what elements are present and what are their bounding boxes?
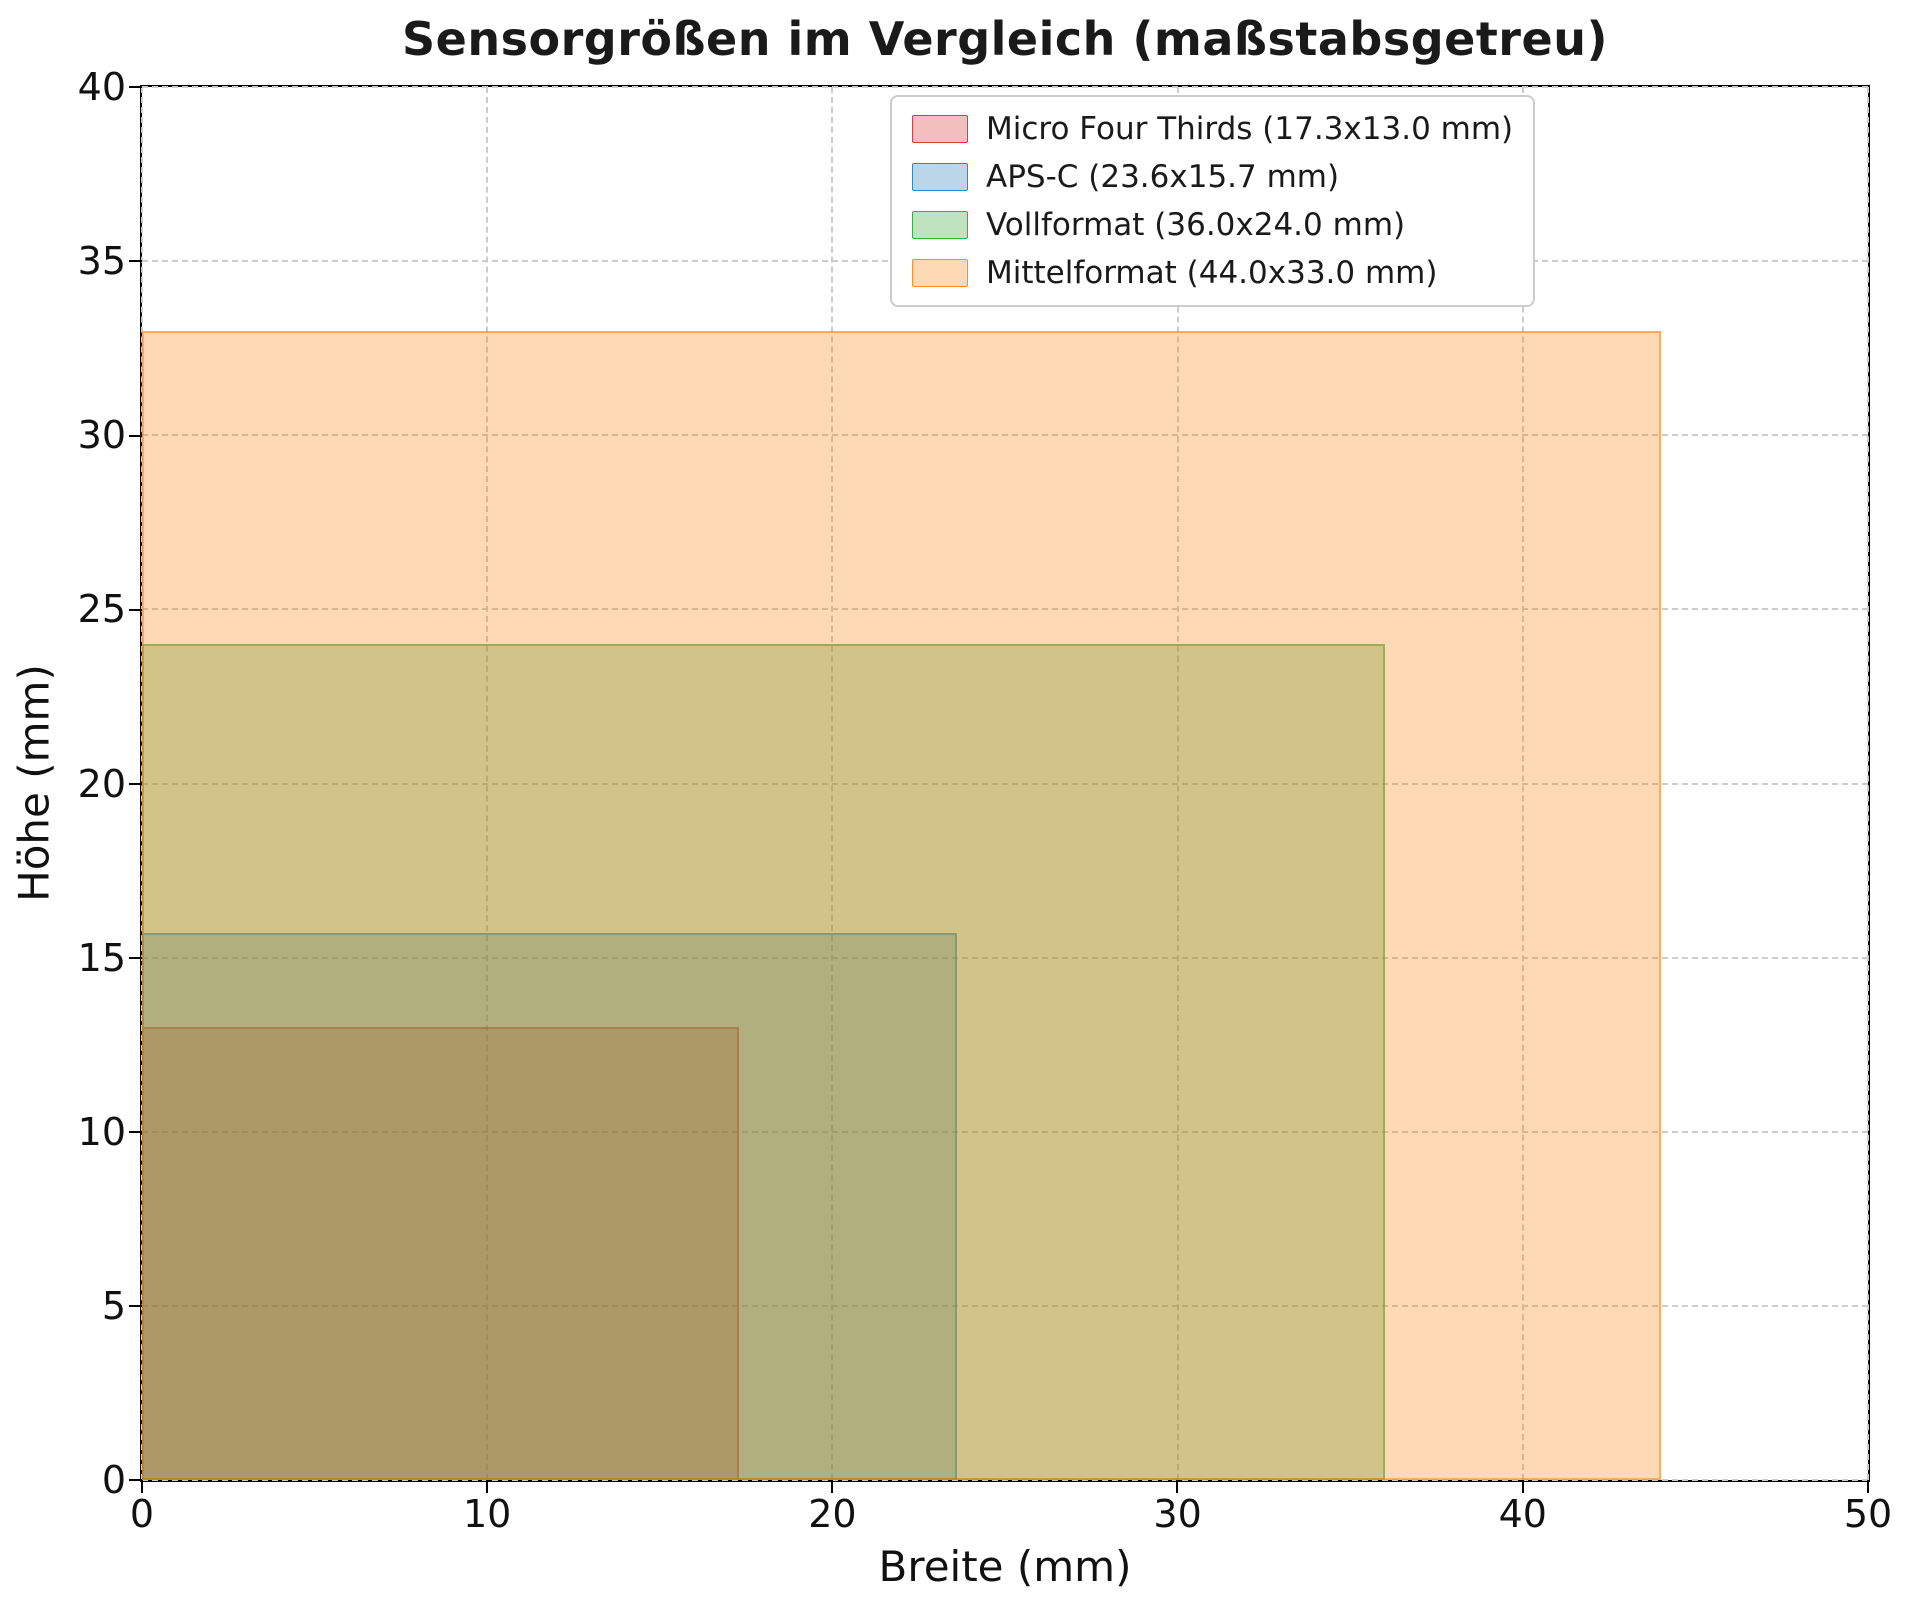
y-tick-label: 30 bbox=[77, 413, 126, 458]
y-tick-mark bbox=[129, 1479, 142, 1482]
y-tick-mark bbox=[129, 1305, 142, 1308]
y-tick-label: 25 bbox=[77, 587, 126, 632]
y-tick-label: 20 bbox=[77, 761, 126, 806]
sensor-rect-aps-c bbox=[142, 933, 957, 1480]
y-tick-mark bbox=[129, 1131, 142, 1133]
gridline-horizontal bbox=[142, 1304, 1868, 1307]
legend: Micro Four Thirds (17.3x13.0 mm) APS-C (… bbox=[890, 95, 1536, 307]
legend-row: APS-C (23.6x15.7 mm) bbox=[912, 159, 1513, 195]
y-tick-mark bbox=[129, 260, 142, 263]
x-tick-label: 10 bbox=[463, 1492, 512, 1536]
x-tick-label: 50 bbox=[1843, 1492, 1893, 1536]
gridline-horizontal bbox=[142, 1479, 1868, 1481]
plot-area: Micro Four Thirds (17.3x13.0 mm) APS-C (… bbox=[78, 65, 1893, 1536]
x-tick-label: 20 bbox=[808, 1492, 857, 1536]
sensor-rect-vollformat bbox=[142, 644, 1385, 1480]
y-tick-mark bbox=[129, 956, 142, 959]
y-tick-label: 35 bbox=[77, 239, 126, 284]
y-tick-label: 5 bbox=[101, 1283, 126, 1328]
legend-label: Micro Four Thirds (17.3x13.0 mm) bbox=[986, 111, 1514, 147]
x-tick-mark bbox=[485, 1480, 488, 1493]
gridline-horizontal bbox=[142, 782, 1868, 785]
legend-swatch bbox=[912, 115, 968, 143]
y-tick-label: 10 bbox=[77, 1109, 126, 1154]
x-tick-mark bbox=[1521, 1480, 1524, 1493]
legend-swatch bbox=[912, 259, 968, 287]
legend-swatch bbox=[912, 163, 968, 191]
x-tick-label: 30 bbox=[1153, 1492, 1202, 1536]
y-tick-label: 40 bbox=[77, 65, 126, 109]
legend-swatch bbox=[912, 211, 968, 239]
chart-title: Sensorgrößen im Vergleich (maßstabsgetre… bbox=[402, 12, 1608, 66]
y-tick-label: 15 bbox=[77, 935, 126, 980]
y-axis-label: Höhe (mm) bbox=[9, 664, 59, 902]
y-tick-label: 0 bbox=[101, 1458, 126, 1502]
sensor-rect-mittelformat bbox=[142, 330, 1661, 1480]
gridline-horizontal bbox=[142, 956, 1868, 959]
legend-row: Vollformat (36.0x24.0 mm) bbox=[912, 207, 1513, 243]
legend-label: Vollformat (36.0x24.0 mm) bbox=[986, 207, 1406, 243]
x-tick-label: 0 bbox=[129, 1492, 155, 1536]
x-tick-mark bbox=[1176, 1480, 1179, 1493]
legend-label: Mittelformat (44.0x33.0 mm) bbox=[986, 255, 1438, 291]
gridline-horizontal bbox=[142, 608, 1868, 611]
x-axis-label: Breite (mm) bbox=[878, 1542, 1132, 1591]
x-tick-mark bbox=[1866, 1480, 1869, 1493]
x-tick-mark bbox=[831, 1480, 834, 1493]
x-tick-mark bbox=[140, 1480, 143, 1493]
y-tick-mark bbox=[129, 86, 142, 89]
gridline-horizontal bbox=[142, 1130, 1868, 1133]
y-tick-mark bbox=[129, 608, 142, 611]
legend-row: Mittelformat (44.0x33.0 mm) bbox=[912, 255, 1513, 291]
x-tick-label: 40 bbox=[1498, 1492, 1547, 1536]
gridline-horizontal bbox=[142, 434, 1868, 437]
gridline-horizontal bbox=[142, 86, 1868, 88]
legend-row: Micro Four Thirds (17.3x13.0 mm) bbox=[912, 111, 1513, 147]
y-tick-mark bbox=[129, 434, 142, 437]
gridline-vertical bbox=[1867, 87, 1869, 1480]
sensor-rect-micro-four-thirds bbox=[142, 1027, 740, 1480]
y-tick-mark bbox=[129, 782, 142, 785]
legend-label: APS-C (23.6x15.7 mm) bbox=[986, 159, 1340, 195]
